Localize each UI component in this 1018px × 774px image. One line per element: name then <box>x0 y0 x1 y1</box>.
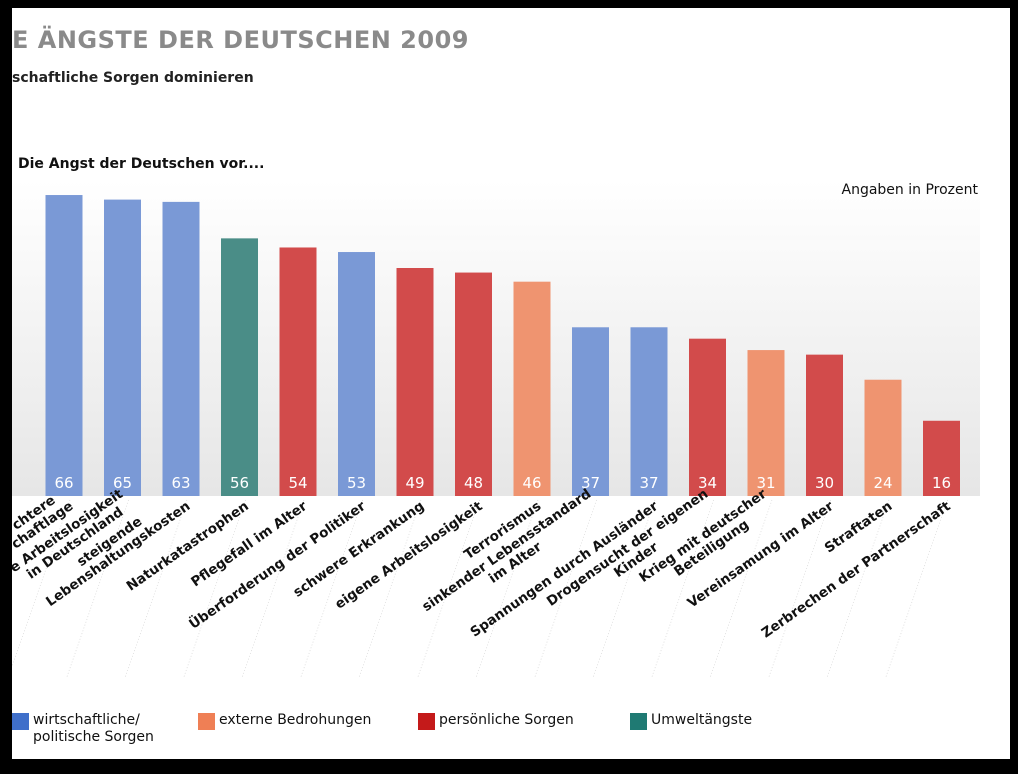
bar <box>689 338 726 496</box>
legend-item: Umweltängste <box>630 712 752 730</box>
legend-label: Umweltängste <box>651 712 753 728</box>
page-subtitle: schaftliche Sorgen dominieren <box>12 70 254 86</box>
bar <box>396 268 434 496</box>
bar <box>279 247 317 496</box>
bar <box>513 281 551 496</box>
data-label: 37 <box>581 474 600 492</box>
legend-item: wirtschaftliche/ politische Sorgen <box>12 712 154 746</box>
bar <box>104 199 141 496</box>
data-label: 49 <box>405 474 424 492</box>
data-label: 30 <box>815 474 834 492</box>
data-label: 65 <box>113 474 132 492</box>
data-label: 66 <box>54 474 73 492</box>
bar <box>572 327 609 496</box>
data-label: 56 <box>230 474 249 492</box>
legend-swatch <box>418 713 435 730</box>
data-label: 31 <box>756 474 775 492</box>
bar <box>923 420 960 496</box>
data-label: 16 <box>932 474 951 492</box>
legend-label: persönliche Sorgen <box>439 712 574 728</box>
legend-swatch <box>630 713 647 730</box>
bar <box>630 327 668 496</box>
legend-swatch <box>198 713 215 730</box>
data-label: 63 <box>171 474 190 492</box>
page-title: E ÄNGSTE DER DEUTSCHEN 2009 <box>12 26 469 54</box>
data-label: 54 <box>288 474 307 492</box>
bar <box>45 195 83 497</box>
legend: wirtschaftliche/ politische Sorgen extern… <box>12 712 1010 752</box>
data-label: 34 <box>698 474 717 492</box>
data-label: 48 <box>464 474 483 492</box>
bar <box>806 354 843 496</box>
bar <box>455 272 492 496</box>
data-label: 46 <box>522 474 541 492</box>
data-label: 37 <box>639 474 658 492</box>
legend-label: wirtschaftliche/ politische Sorgen <box>33 712 154 745</box>
chart-frame: E ÄNGSTE DER DEUTSCHEN 2009 schaftliche … <box>12 8 1010 759</box>
bar <box>864 379 902 496</box>
units-note: Angaben in Prozent <box>841 182 979 198</box>
legend-label: externe Bedrohungen <box>219 712 372 728</box>
bar <box>338 252 375 496</box>
legend-item: persönliche Sorgen <box>418 712 574 730</box>
data-label: 24 <box>873 474 892 492</box>
data-label: 53 <box>347 474 366 492</box>
chart-title: Die Angst der Deutschen vor.... <box>18 156 265 172</box>
bar <box>747 350 785 496</box>
legend-swatch <box>12 713 29 730</box>
bar <box>162 201 200 496</box>
legend-item: externe Bedrohungen <box>198 712 371 730</box>
bar <box>221 238 258 497</box>
